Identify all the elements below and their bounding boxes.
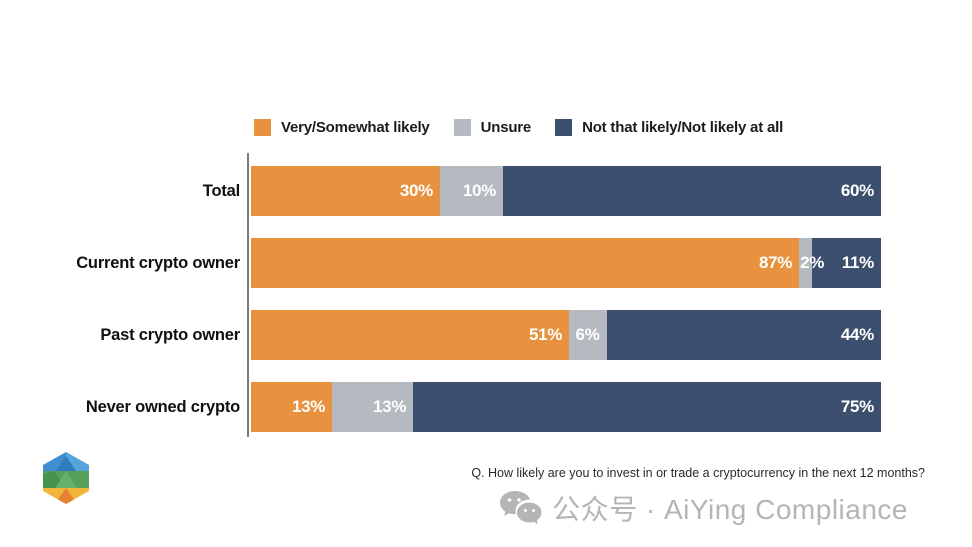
value-label: 44% bbox=[840, 325, 874, 344]
chart-row: Never owned crypto 13% 13% 75% bbox=[10, 382, 881, 432]
bar-segment: 11% bbox=[811, 238, 881, 288]
legend-item: Very/Somewhat likely bbox=[254, 119, 430, 136]
legend-label: Not that likely/Not likely at all bbox=[582, 119, 784, 136]
chart-row: Total 30% 10% 60% bbox=[10, 166, 881, 216]
bar-segment: 30% bbox=[251, 166, 440, 216]
chart-row: Past crypto owner 51% 6% 44% bbox=[10, 310, 881, 360]
value-label: 30% bbox=[399, 181, 433, 200]
aiying-cube-logo bbox=[43, 452, 89, 504]
legend-item: Unsure bbox=[453, 119, 532, 136]
bar-segment: 2% bbox=[799, 238, 824, 288]
chart-area: Total 30% 10% 60% Current crypto owner 87% 2% 1… bbox=[10, 153, 881, 437]
value-label: 6% bbox=[575, 325, 600, 344]
value-label: 51% bbox=[528, 325, 563, 344]
bar-segment: 87% bbox=[251, 238, 800, 288]
category-label: Total bbox=[202, 181, 240, 200]
value-label: 2% bbox=[800, 253, 825, 272]
bar-segment: 44% bbox=[606, 310, 881, 360]
category-label: Current crypto owner bbox=[76, 253, 240, 272]
stacked-bar: 51% 6% 44% bbox=[251, 310, 881, 360]
y-axis-line bbox=[247, 153, 249, 437]
category-label: Never owned crypto bbox=[85, 397, 240, 416]
bar-segment: 13% bbox=[332, 382, 414, 432]
value-label: 87% bbox=[758, 253, 793, 272]
bar-segment: 13% bbox=[251, 382, 333, 432]
value-label: 11% bbox=[841, 253, 874, 272]
bar-segment: 51% bbox=[251, 310, 570, 360]
legend-swatch-icon bbox=[254, 119, 271, 136]
chart-row: Current crypto owner 87% 2% 11% bbox=[10, 238, 881, 288]
bar-segment: 6% bbox=[569, 310, 607, 360]
legend-label: Very/Somewhat likely bbox=[281, 119, 430, 136]
wechat-icon bbox=[500, 491, 542, 524]
legend-swatch-icon bbox=[555, 119, 573, 136]
category-label: Past crypto owner bbox=[100, 325, 240, 344]
legend-swatch-icon bbox=[453, 119, 471, 136]
value-label: 75% bbox=[840, 397, 874, 416]
stacked-bar: 87% 2% 11% bbox=[251, 238, 881, 288]
stacked-bar: 30% 10% 60% bbox=[251, 166, 881, 216]
value-label: 60% bbox=[840, 181, 874, 200]
bar-segment: 60% bbox=[503, 166, 881, 216]
bar-segment: 10% bbox=[440, 166, 503, 216]
survey-question: Q. How likely are you to invest in or tr… bbox=[471, 466, 925, 480]
legend-item: Not that likely/Not likely at all bbox=[555, 119, 783, 136]
value-label: 13% bbox=[291, 397, 326, 416]
legend-label: Unsure bbox=[480, 119, 532, 136]
chart-legend: Very/Somewhat likely Unsure Not that likel… bbox=[254, 119, 783, 136]
watermark: 公众号 · AiYing Compliance bbox=[498, 488, 908, 528]
value-label: 10% bbox=[462, 181, 496, 200]
value-label: 13% bbox=[373, 397, 407, 416]
chart-rows: Total 30% 10% 60% Current crypto owner 87% 2% 1… bbox=[10, 166, 881, 432]
watermark-text: 公众号 · AiYing Compliance bbox=[552, 494, 908, 525]
bar-segment: 75% bbox=[413, 382, 881, 432]
stacked-bar: 13% 13% 75% bbox=[251, 382, 881, 432]
